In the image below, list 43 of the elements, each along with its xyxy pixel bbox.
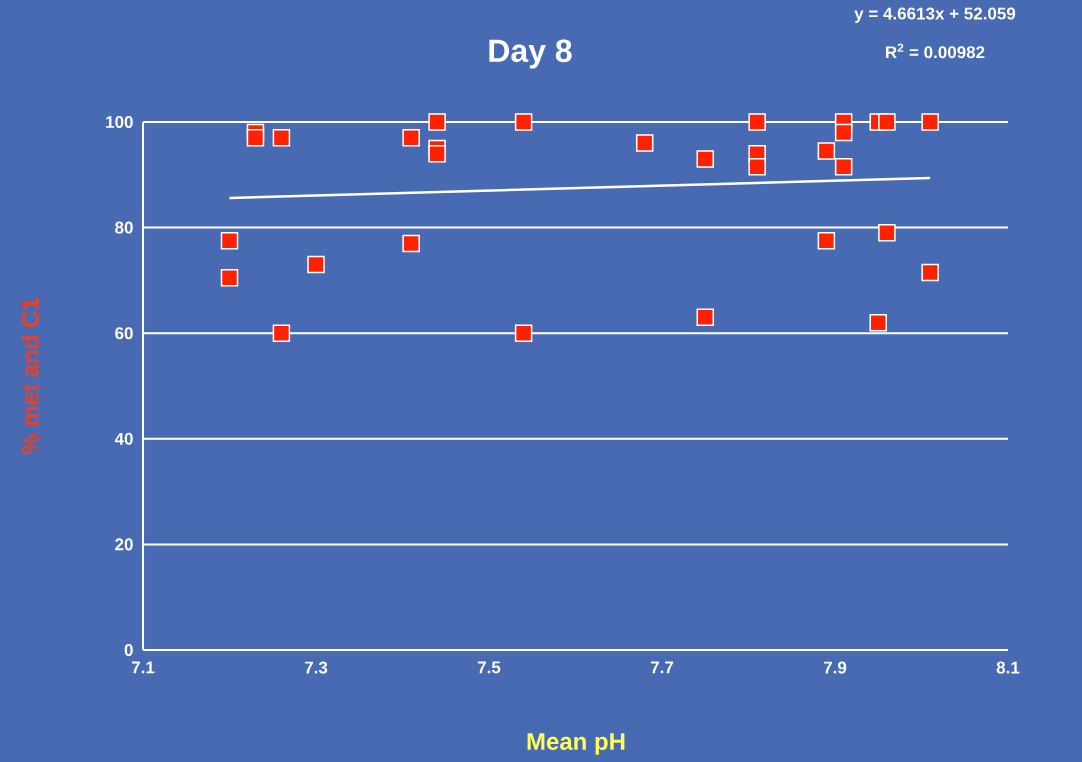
y-tick-label: 40 — [114, 432, 133, 445]
point — [878, 113, 896, 131]
point — [635, 134, 654, 152]
point — [834, 123, 853, 142]
point — [921, 113, 939, 131]
point — [696, 150, 714, 168]
point — [817, 232, 836, 250]
point — [921, 263, 939, 282]
point — [428, 144, 446, 163]
x-tick-label: 7.7 — [650, 661, 674, 674]
point — [402, 234, 420, 253]
point — [834, 158, 853, 176]
point — [817, 142, 836, 160]
point — [220, 269, 239, 287]
y-tick-label: 60 — [115, 327, 133, 340]
x-tick-label: 7.1 — [131, 661, 155, 674]
point — [246, 129, 265, 147]
y-tick-label: 20 — [115, 538, 133, 551]
chart-title: Day 8 — [489, 39, 572, 69]
point — [514, 113, 533, 131]
y-axis-title: % met and C1 — [21, 298, 39, 455]
x-tick-label: 7.5 — [477, 661, 501, 674]
point — [696, 308, 714, 327]
point — [748, 113, 766, 131]
point — [748, 158, 766, 176]
point — [307, 255, 325, 274]
y-tick-label: 0 — [124, 643, 133, 657]
y-tick-label: 80 — [115, 221, 133, 234]
point — [272, 129, 291, 147]
point — [514, 324, 533, 342]
point — [272, 324, 291, 342]
point — [869, 313, 887, 332]
x-tick-label: 8.1 — [996, 661, 1020, 674]
y-tick-label: 100 — [106, 115, 133, 129]
point — [220, 232, 239, 250]
text: y = 4.6613x + 52.059 — [854, 7, 1016, 23]
x-tick-label: 7.3 — [304, 661, 328, 674]
x-axis-title: Mean pH — [527, 733, 625, 755]
point — [878, 224, 896, 242]
x-tick-label: 7.9 — [823, 661, 847, 674]
text: R$^{2}$ = 0.00982 — [886, 43, 985, 59]
point — [402, 129, 420, 147]
point — [428, 113, 446, 131]
